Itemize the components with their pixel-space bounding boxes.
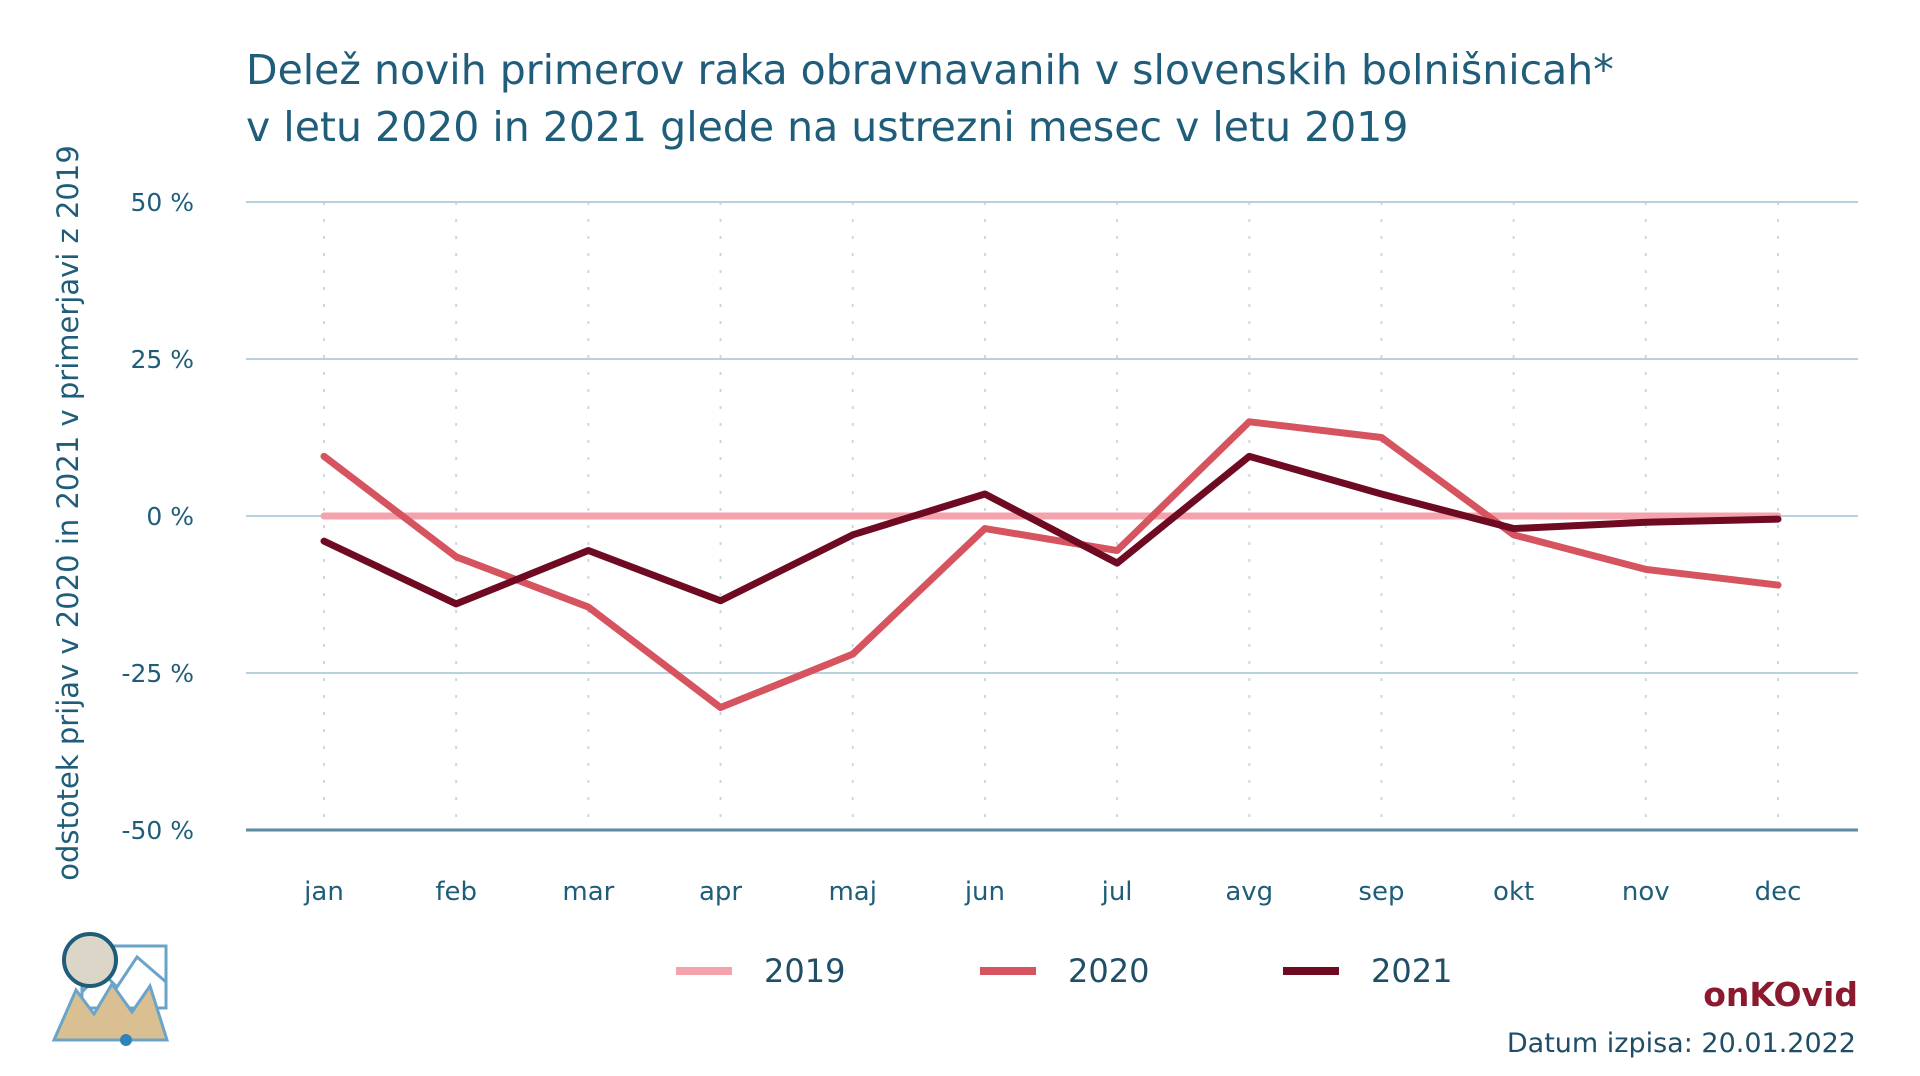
x-tick-label: dec — [1755, 877, 1802, 907]
series-line-2021 — [320, 452, 1782, 608]
x-tick-label: jun — [964, 877, 1005, 907]
y-tick-label: -50 % — [121, 816, 194, 845]
x-tick-label: avg — [1225, 877, 1273, 907]
y-tick-label: 25 % — [130, 345, 194, 374]
x-tick-label: sep — [1358, 877, 1404, 907]
legend-layer: 2019 2020 2021 — [676, 952, 1452, 990]
brand-name: onKOvid — [1703, 975, 1858, 1014]
chart-title-line-2: v letu 2020 in 2021 glede na ustrezni me… — [246, 103, 1409, 151]
chart-title-line-1: Delež novih primerov raka obravnavanih v… — [246, 46, 1614, 94]
legend-label-2019: 2019 — [764, 952, 845, 990]
axis-layer: 50 % 25 % 0 % -25 % -50 % jan feb mar apr maj jun j… — [121, 188, 1801, 907]
y-tick-label: -25 % — [121, 659, 194, 688]
chart-title: Delež novih primerov raka obravnavanih v… — [246, 42, 1614, 156]
series-layer — [320, 418, 1782, 712]
x-tick-label: feb — [435, 877, 477, 907]
y-tick-label: 0 % — [146, 502, 194, 531]
x-tick-label: jul — [1101, 877, 1133, 907]
x-tick-label: okt — [1493, 877, 1534, 907]
legend-label-2021: 2021 — [1371, 952, 1452, 990]
x-tick-label: apr — [699, 877, 742, 907]
y-axis-label: odstotek prijav v 2020 in 2021 v primerj… — [51, 145, 85, 881]
print-date: Datum izpisa: 20.01.2022 — [1506, 1028, 1856, 1059]
x-tick-label: maj — [828, 877, 876, 907]
legend-label-2020: 2020 — [1068, 952, 1149, 990]
x-tick-label: mar — [562, 877, 614, 907]
series-line-2020 — [320, 418, 1782, 712]
x-tick-label: nov — [1622, 877, 1670, 907]
x-tick-label: jan — [303, 877, 344, 907]
y-tick-label: 50 % — [130, 188, 194, 217]
onkovid-logo-icon — [52, 932, 170, 1046]
